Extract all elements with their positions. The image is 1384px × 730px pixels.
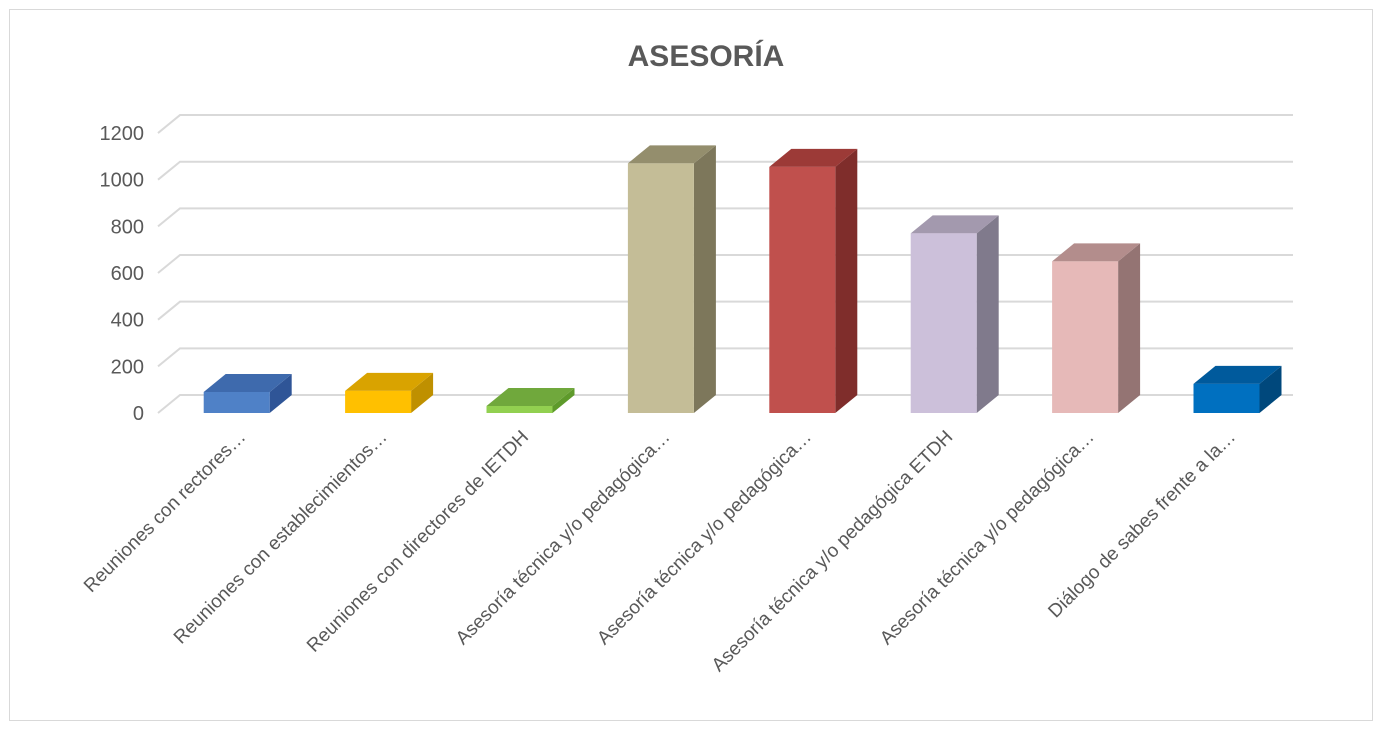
gridline-800 [157,207,1293,228]
bar-front [203,392,270,413]
bar-side [835,148,858,413]
bar-2 [345,372,434,413]
bar-1 [203,374,292,413]
bar-4 [627,145,716,413]
bar-8 [1193,365,1282,413]
bar-top [203,374,292,393]
bar-front [910,233,977,413]
x-tick-label: Reuniones con directores de IETDH [303,427,533,657]
y-tick-label: 0 [133,403,144,425]
gridline-1000 [157,160,1293,181]
bars [203,145,1282,413]
x-axis-labels: Reuniones con rectores…Reuniones con est… [80,427,1240,676]
y-axis-ticks: 0 200 400 600 800 1000 1200 [100,123,145,425]
y-tick-label: 1000 [100,170,145,192]
bar-top [486,388,575,407]
bar-top [1193,365,1282,384]
bar-3 [486,388,575,413]
bar-front [1193,383,1260,413]
bar-front [486,406,553,413]
bar-side [693,145,716,413]
bar-side [1259,365,1282,413]
bar-front [345,390,412,413]
bar-top [1052,243,1141,262]
bar-side [1118,243,1141,413]
bar-top [345,372,434,391]
y-tick-label: 600 [111,263,144,285]
bar-6 [910,215,999,413]
x-tick-label: Asesoría técnica y/o pedagógica ETDH [708,427,957,676]
y-tick-label: 800 [111,216,144,238]
y-tick-label: 200 [111,356,144,378]
x-tick-label: Reuniones con rectores… [80,427,250,597]
bar-front [769,166,836,413]
bar-top [627,145,716,164]
bar-side [552,388,575,413]
bar-side [976,215,999,413]
gridline-1200 [157,114,1293,134]
bar-top [910,215,999,234]
bar-5 [769,148,858,413]
chart-title: ASESORÍA [628,39,785,73]
bar-top [769,148,858,167]
y-tick-label: 400 [111,310,144,332]
bar-7 [1052,243,1141,413]
y-tick-label: 1200 [100,123,145,145]
bar-front [627,163,694,413]
bar-side [411,372,434,413]
bar-side [269,374,292,413]
bar-front [1052,261,1119,413]
